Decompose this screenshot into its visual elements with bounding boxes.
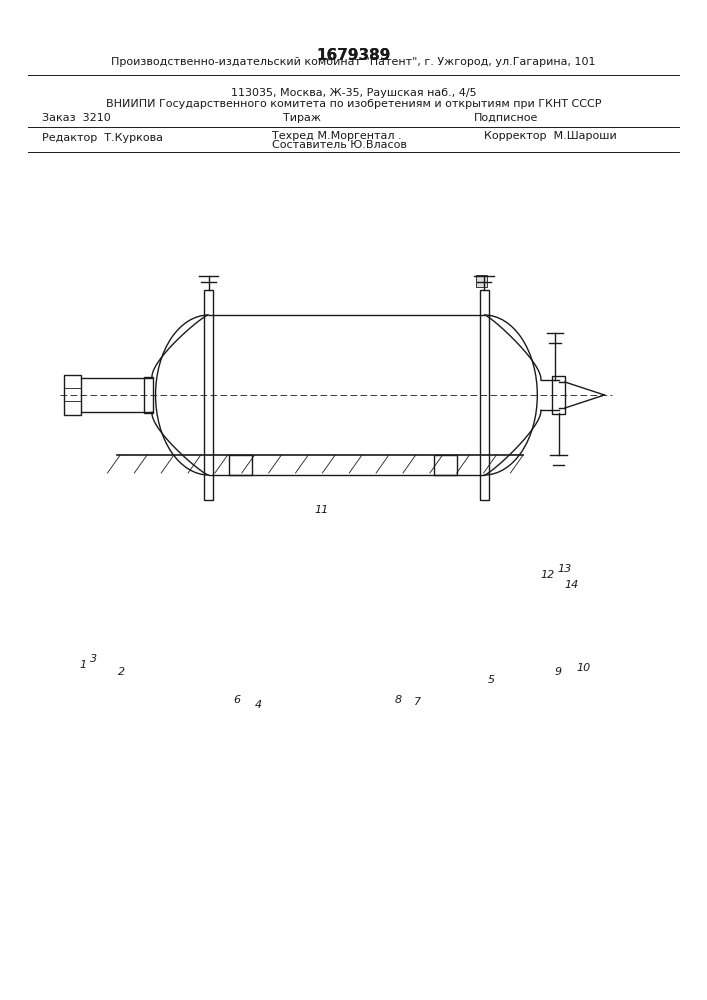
Text: 13: 13 [557,564,571,574]
Text: Корректор  М.Шароши: Корректор М.Шароши [484,131,617,141]
Text: 12: 12 [541,570,555,580]
Text: ВНИИПИ Государственного комитета по изобретениям и открытиям при ГКНТ СССР: ВНИИПИ Государственного комитета по изоб… [106,99,601,109]
Bar [229,455,252,475]
Bar [476,275,487,287]
Text: 6: 6 [233,695,240,705]
Text: 2: 2 [118,667,125,677]
Text: Составитель Ю.Власов: Составитель Ю.Власов [272,140,407,150]
Text: Производственно-издательский комбинат "Патент", г. Ужгород, ул.Гагарина, 101: Производственно-издательский комбинат "П… [111,57,596,67]
Text: 1: 1 [80,660,87,670]
Bar [144,377,153,413]
Text: 113035, Москва, Ж-35, Раушская наб., 4/5: 113035, Москва, Ж-35, Раушская наб., 4/5 [230,88,477,98]
Bar [552,376,565,414]
Text: Подписное: Подписное [474,113,538,123]
Bar [434,455,457,475]
Bar [204,290,213,500]
Text: 14: 14 [564,580,578,590]
Text: 1679389: 1679389 [316,47,391,62]
Text: 7: 7 [414,697,421,707]
Text: Тираж: Тираж [283,113,321,123]
Text: 11: 11 [315,505,329,515]
Text: 3: 3 [90,654,97,664]
Text: 10: 10 [576,663,590,673]
Text: Техред М.Моргентал .: Техред М.Моргентал . [272,131,402,141]
Text: 9: 9 [555,667,562,677]
Bar [480,290,489,500]
Text: Заказ  3210: Заказ 3210 [42,113,111,123]
Text: 1679389: 1679389 [316,47,391,62]
Text: 5: 5 [488,675,495,685]
Bar [64,375,81,415]
Text: Редактор  Т.Куркова: Редактор Т.Куркова [42,133,163,143]
Text: 4: 4 [255,700,262,710]
Text: 8: 8 [395,695,402,705]
